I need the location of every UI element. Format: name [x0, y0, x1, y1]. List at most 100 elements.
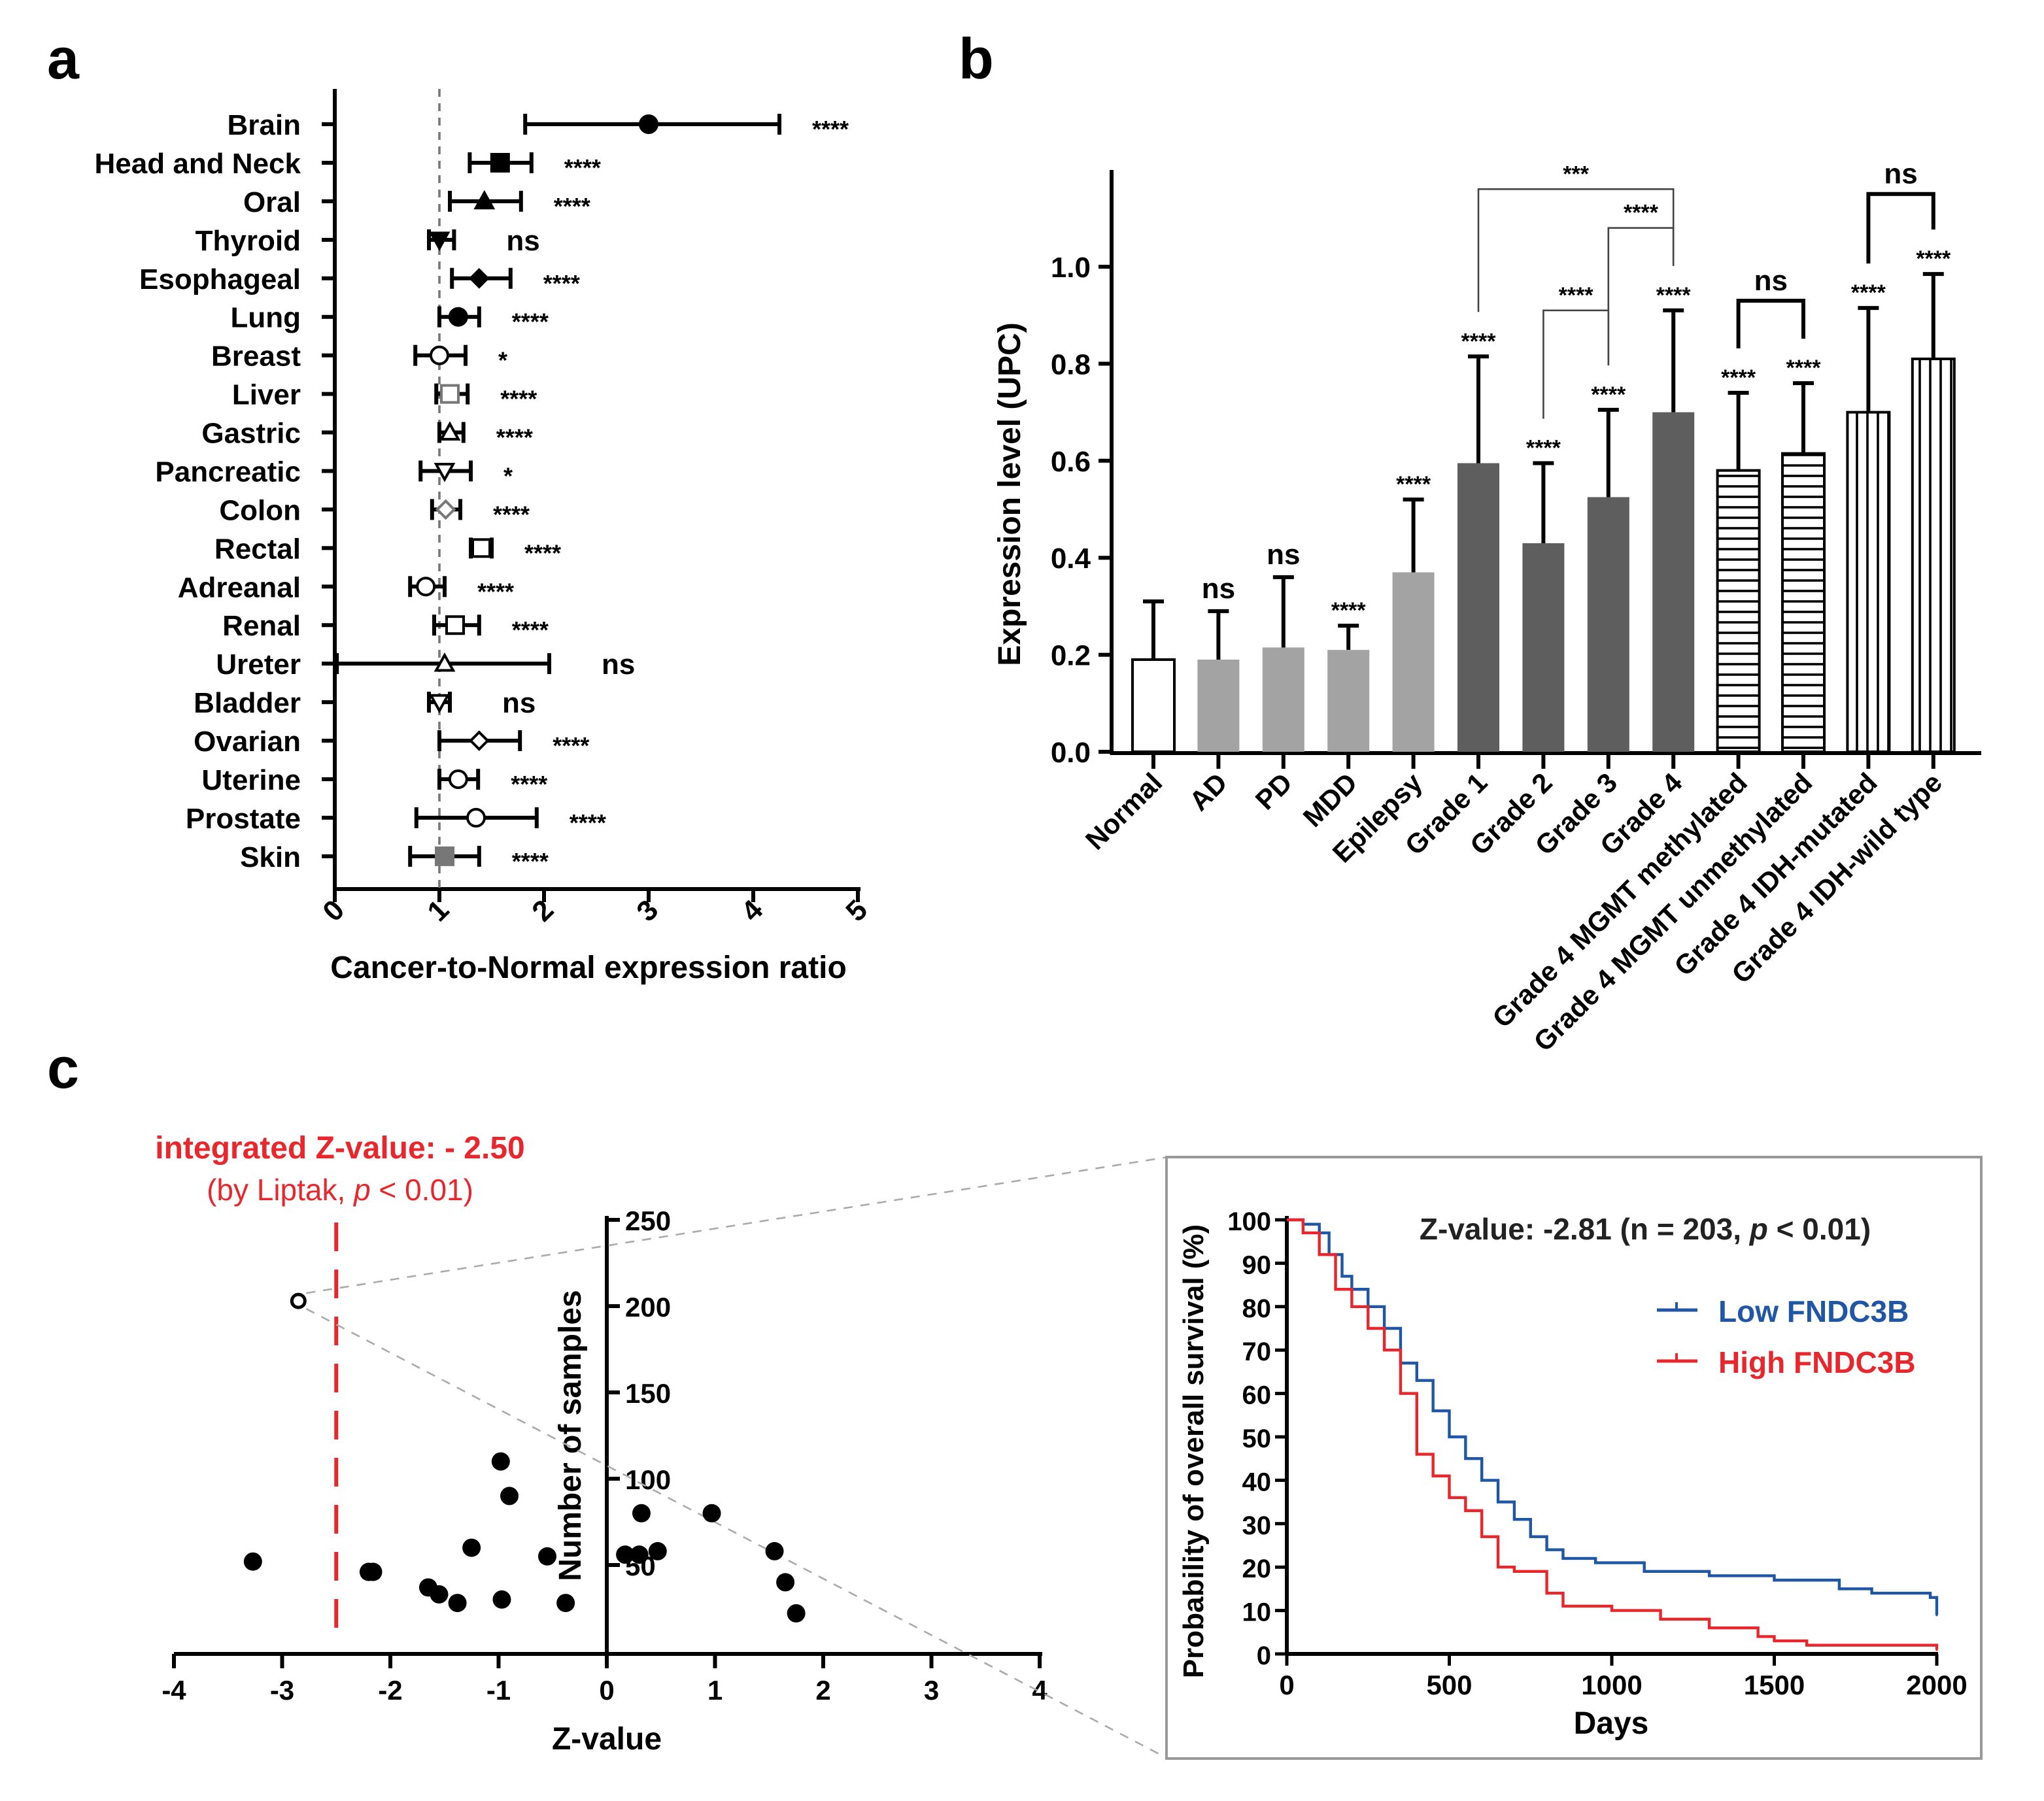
x-tick-label: 0	[316, 894, 350, 928]
x-tick-label: Normal	[1080, 767, 1168, 856]
point-marker	[468, 267, 490, 289]
comparison-label: ****	[1559, 283, 1594, 308]
forest-row: Skin ****	[240, 841, 549, 875]
significance-label: ****	[1331, 598, 1367, 623]
point-marker	[466, 807, 486, 828]
point-marker	[428, 231, 451, 251]
significance-label: ns	[1202, 573, 1235, 605]
scatter-point	[765, 1541, 784, 1560]
bar	[1197, 660, 1240, 752]
row-label: Bladder	[194, 687, 301, 719]
forest-row: Renal ****	[222, 610, 549, 643]
y-tick-label: 200	[625, 1292, 671, 1322]
significance-label: *	[498, 347, 507, 374]
y-tick-label: 30	[1242, 1511, 1272, 1540]
scatter-point	[492, 1590, 511, 1609]
x-tick-label: 0	[1279, 1670, 1294, 1700]
row-label: Renal	[222, 610, 301, 642]
row-label: Brain	[228, 109, 301, 141]
point-marker	[435, 499, 456, 520]
row-label: Ovarian	[194, 726, 301, 758]
bar	[1327, 650, 1370, 752]
significance-label: ****	[564, 154, 601, 181]
comparison-label: ns	[1754, 265, 1788, 297]
point-marker	[473, 190, 496, 210]
significance-label: ns	[502, 687, 536, 719]
x-tick-label: 1000	[1581, 1670, 1642, 1700]
significance-label: *	[503, 462, 513, 489]
scatter-point	[364, 1562, 383, 1581]
y-tick-label: 0.8	[1051, 348, 1091, 380]
significance-label: ****	[512, 616, 549, 643]
x-tick-label: 500	[1426, 1670, 1472, 1700]
y-tick-label: 100	[625, 1464, 671, 1495]
y-tick-label: 150	[625, 1378, 671, 1409]
significance-label: ****	[1916, 246, 1951, 271]
scatter-point	[537, 1547, 556, 1566]
legend-label: High FNDC3B	[1718, 1345, 1916, 1379]
subtitle-part: (by Liptak,	[207, 1173, 354, 1207]
y-tick-label: 20	[1242, 1555, 1272, 1583]
row-label: Esophageal	[139, 263, 301, 295]
row-label: Colon	[219, 494, 301, 526]
inset-title: Z-value: -2.81 (n = 203, p < 0.01)	[1420, 1212, 1871, 1246]
significance-label: ****	[1656, 283, 1692, 308]
point-marker	[490, 152, 510, 173]
y-tick-label: 60	[1242, 1381, 1272, 1410]
row-label: Ureter	[216, 648, 301, 681]
scatter-point	[776, 1573, 795, 1592]
bar	[1652, 412, 1695, 752]
x-axis-label: Days	[1574, 1706, 1649, 1741]
point-marker	[435, 846, 454, 866]
legend-label: Low FNDC3B	[1718, 1294, 1909, 1328]
comparison-label: ***	[1563, 161, 1589, 186]
scatter-point	[430, 1585, 449, 1604]
y-tick-label: 250	[625, 1205, 671, 1236]
title-part: < 0.01)	[1768, 1212, 1871, 1246]
row-label: Adreanal	[178, 571, 301, 603]
point-marker	[440, 384, 460, 404]
comparison-label: ****	[1624, 201, 1659, 226]
panel-b-bar-chart: 0.0 0.2 0.4 0.6 0.8 1.0 Expression level (UPC)…	[993, 158, 1981, 1057]
x-tick-label: -3	[270, 1675, 294, 1706]
significance-label: ****	[1851, 280, 1886, 305]
survival-curve-low	[1287, 1218, 1939, 1615]
bar	[1131, 658, 1176, 754]
significance-label: ****	[493, 501, 530, 528]
highlight-point	[290, 1292, 307, 1309]
x-tick-label: -1	[486, 1675, 511, 1706]
row-label: Lung	[230, 302, 301, 334]
y-tick-label: 90	[1242, 1251, 1272, 1279]
row-label: Pancreatic	[155, 456, 301, 488]
scatter-point	[648, 1541, 667, 1560]
y-axis-label: Expression level (UPC)	[993, 322, 1027, 666]
significance-label: ns	[1267, 539, 1300, 571]
y-tick-label: 10	[1242, 1598, 1272, 1627]
forest-row: Liver ****	[232, 379, 537, 412]
title-part: p	[1748, 1212, 1768, 1246]
point-marker	[468, 730, 490, 751]
forest-row: Colon ****	[219, 494, 530, 528]
forest-row: Gastric ****	[201, 418, 532, 451]
point-marker	[445, 615, 465, 635]
comparison-bracket	[1607, 227, 1675, 365]
x-tick-label: 1500	[1744, 1670, 1805, 1700]
point-marker	[416, 577, 436, 597]
bar	[1716, 469, 1761, 753]
comparison-bracket	[1542, 309, 1610, 419]
significance-label: ****	[543, 270, 580, 297]
y-tick-label: 0	[1257, 1641, 1271, 1670]
row-label: Breast	[211, 341, 301, 373]
forest-row: Ovarian ****	[194, 726, 589, 759]
point-marker	[428, 694, 451, 714]
panel-label-b: b	[959, 26, 994, 91]
inset-frame	[1165, 1156, 1983, 1760]
forest-row: Esophageal ****	[139, 263, 580, 297]
significance-label: ****	[512, 309, 549, 335]
scatter-point	[630, 1545, 649, 1564]
scatter-point	[500, 1487, 519, 1506]
forest-row: Head and Neck ****	[95, 148, 601, 181]
scatter-point	[632, 1504, 651, 1523]
